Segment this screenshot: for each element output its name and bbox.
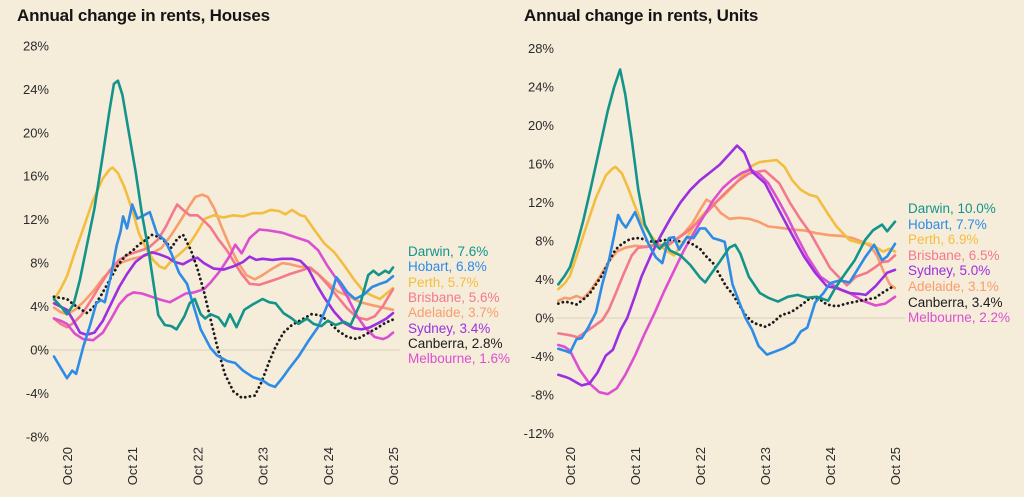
chart-title-houses: Annual change in rents, Houses <box>17 6 270 25</box>
legend-item-canberra: Canberra, 3.4% <box>908 294 1003 310</box>
y-tick-label: 8% <box>535 233 554 248</box>
y-tick-label: 20% <box>23 125 49 140</box>
x-tick-label: Oct 25 <box>386 447 401 485</box>
series-line-melbourne <box>557 168 897 396</box>
x-tick-label: Oct 23 <box>256 447 271 485</box>
legend-item-adelaide: Adelaide, 3.7% <box>408 305 499 321</box>
x-tick-label: Oct 22 <box>190 447 205 485</box>
series-line-hobart <box>557 210 897 356</box>
chart-title-units: Annual change in rents, Units <box>524 6 759 25</box>
legend-item-hobart: Hobart, 6.8% <box>408 259 487 275</box>
series-line-melbourne <box>52 228 395 342</box>
x-tick-label: Oct 21 <box>125 447 140 485</box>
legend-item-hobart: Hobart, 7.7% <box>908 216 987 232</box>
y-tick-label: 16% <box>528 156 554 171</box>
houses-plot: 28% 24% 20% 16% 12% 8% 4% 0% -4% -8% Oct 20 Oct 21 O… <box>23 38 401 485</box>
x-tick-label: Oct 20 <box>563 447 578 485</box>
series-line-brisbane <box>52 203 395 329</box>
units-plot: 28% 24% 20% 16% 12% 8% 4% 0% -4% -8% -12% Oct 20 Oct… <box>524 41 905 485</box>
y-tick-label: 4% <box>535 272 554 287</box>
series-line-perth <box>557 158 897 291</box>
series-line-canberra <box>52 233 395 400</box>
x-tick-label: Oct 22 <box>693 447 708 485</box>
x-tick-label: Oct 24 <box>823 447 838 485</box>
legend-item-darwin: Darwin, 7.6% <box>408 244 489 259</box>
legend-item-adelaide: Adelaide, 3.1% <box>908 279 999 294</box>
legend-item-melbourne: Melbourne, 2.2% <box>908 310 1011 326</box>
y-tick-label: 20% <box>528 118 554 133</box>
legend-item-canberra: Canberra, 2.8% <box>408 335 503 351</box>
y-tick-label: 4% <box>30 299 49 314</box>
x-tick-label: Oct 21 <box>628 447 643 485</box>
series-line-darwin <box>52 79 395 331</box>
y-tick-label: 0% <box>30 343 49 358</box>
legend-item-sydney: Sydney, 3.4% <box>408 320 491 336</box>
series-line-hobart <box>52 203 395 389</box>
legend-item-perth: Perth, 6.9% <box>908 232 979 248</box>
y-tick-label: 16% <box>23 169 49 184</box>
y-tick-label: -8% <box>26 429 50 444</box>
series-line-canberra <box>556 236 897 329</box>
legend-item-melbourne: Melbourne, 1.6% <box>408 351 511 367</box>
series-line-brisbane <box>557 169 897 339</box>
y-tick-label: -12% <box>524 426 555 441</box>
legend-item-sydney: Sydney, 5.0% <box>908 263 991 279</box>
x-tick-label: Oct 23 <box>758 447 773 485</box>
legend-item-perth: Perth, 5.7% <box>408 274 479 290</box>
chart-units: Annual change in rents, Units 28% 24% 20% 1… <box>512 0 1024 497</box>
y-tick-label: 12% <box>528 195 554 210</box>
y-tick-label: 28% <box>528 41 554 56</box>
series-line-sydney <box>52 251 395 337</box>
y-tick-label: 24% <box>528 79 554 94</box>
series-line-darwin <box>557 68 897 303</box>
x-tick-label: Oct 24 <box>321 447 336 485</box>
y-tick-label: -8% <box>531 388 555 403</box>
x-tick-label: Oct 25 <box>888 447 903 485</box>
y-tick-label: 12% <box>23 212 49 227</box>
y-tick-label: -4% <box>531 349 555 364</box>
y-tick-label: 0% <box>535 311 554 326</box>
y-tick-label: 28% <box>23 38 49 53</box>
legend-item-brisbane: Brisbane, 5.6% <box>408 289 500 305</box>
y-tick-label: 24% <box>23 82 49 97</box>
x-tick-label: Oct 20 <box>60 447 75 485</box>
legend-item-brisbane: Brisbane, 6.5% <box>908 247 1000 263</box>
y-tick-label: 8% <box>30 256 49 271</box>
series-line-perth <box>52 166 395 302</box>
chart-houses: Annual change in rents, Houses 28% 24% 20%… <box>17 6 511 485</box>
legend-item-darwin: Darwin, 10.0% <box>908 201 996 216</box>
y-tick-label: -4% <box>26 386 50 401</box>
